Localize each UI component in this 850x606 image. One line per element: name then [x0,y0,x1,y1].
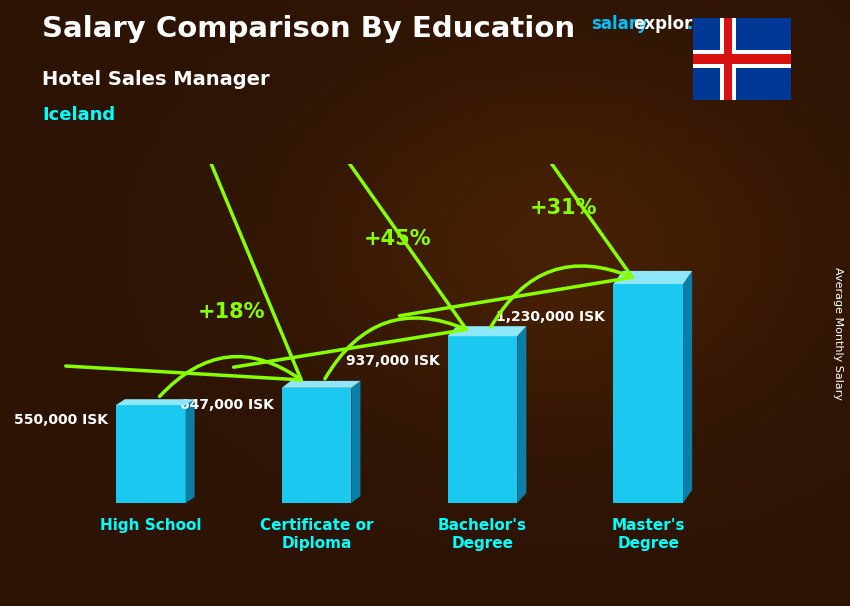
Text: +45%: +45% [364,228,432,248]
Polygon shape [116,399,195,405]
Polygon shape [281,381,360,388]
Bar [281,388,351,503]
FancyArrowPatch shape [234,137,467,379]
Text: Master's
Degree: Master's Degree [611,518,685,551]
Text: 1,230,000 ISK: 1,230,000 ISK [496,310,605,324]
Text: Average Monthly Salary: Average Monthly Salary [833,267,843,400]
Text: Bachelor's
Degree: Bachelor's Degree [438,518,527,551]
Polygon shape [614,271,692,284]
Text: +18%: +18% [198,302,266,322]
Polygon shape [518,326,526,503]
Text: Certificate or
Diploma: Certificate or Diploma [260,518,373,551]
Text: .com: .com [686,15,731,33]
Bar [448,336,518,503]
Text: Iceland: Iceland [42,106,116,124]
Polygon shape [351,381,360,503]
Text: +31%: +31% [530,198,598,218]
Polygon shape [185,399,195,503]
Polygon shape [448,326,526,336]
FancyArrowPatch shape [65,162,301,396]
Text: Salary Comparison By Education: Salary Comparison By Education [42,15,575,43]
Polygon shape [683,271,692,503]
FancyArrowPatch shape [400,85,632,327]
Text: 937,000 ISK: 937,000 ISK [346,355,439,368]
Text: 647,000 ISK: 647,000 ISK [179,398,274,412]
Bar [614,284,683,503]
Text: 550,000 ISK: 550,000 ISK [14,413,108,427]
Text: explorer: explorer [633,15,712,33]
Text: High School: High School [100,518,201,533]
Text: Hotel Sales Manager: Hotel Sales Manager [42,70,270,88]
Bar [116,405,185,503]
Text: salary: salary [591,15,648,33]
